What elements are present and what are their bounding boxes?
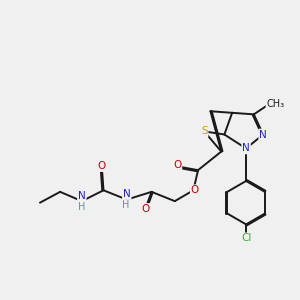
Text: N: N [78,190,86,201]
Text: H: H [77,202,85,212]
Text: H: H [122,200,130,210]
Text: N: N [259,130,267,140]
Text: O: O [98,161,106,171]
Text: CH₃: CH₃ [266,98,285,109]
Text: O: O [173,160,182,170]
Text: O: O [191,185,199,195]
Text: S: S [201,126,208,136]
Text: N: N [123,189,130,199]
Text: O: O [141,204,149,214]
Text: N: N [242,143,250,154]
Text: Cl: Cl [241,233,251,243]
